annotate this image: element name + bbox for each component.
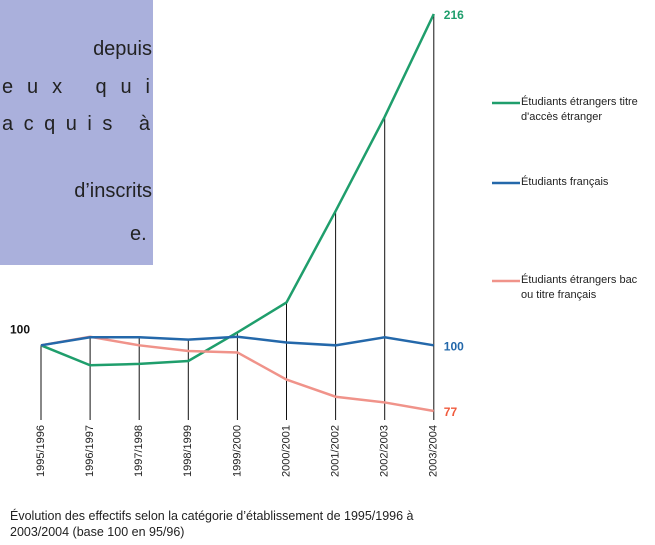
data-label: 216	[444, 8, 464, 22]
x-tick-label: 1996/1997	[84, 425, 96, 477]
x-tick-label: 2002/2003	[379, 425, 391, 477]
overlay-text: depuis	[93, 38, 152, 60]
x-tick-label: 1997/1998	[133, 425, 145, 477]
x-tick-label: 1995/1996	[35, 425, 47, 477]
x-tick-label: 1998/1999	[182, 425, 194, 477]
series-line	[40, 335, 435, 347]
data-label: 100	[10, 322, 30, 336]
overlay-text: e.	[130, 223, 147, 245]
series-line	[40, 335, 435, 413]
legend-label: Étudiants français	[521, 176, 609, 188]
x-tick-label: 1999/2000	[231, 425, 243, 477]
legend-label: Étudiants étrangers titre d'accès étrang…	[521, 96, 638, 123]
legend-label: Étudiants étrangers bac ou titre françai…	[521, 274, 638, 301]
x-tick-label: 2003/2004	[428, 425, 440, 477]
x-tick-label: 2000/2001	[280, 425, 292, 477]
text-box-bg	[0, 0, 153, 265]
x-tick-label: 2001/2002	[330, 425, 342, 477]
data-label: 100	[444, 339, 464, 353]
series-line	[40, 13, 435, 367]
overlay-text: d’inscrits	[74, 180, 152, 202]
caption: Évolution des effectifs selon la catégor…	[10, 509, 414, 539]
data-label: 77	[444, 405, 458, 419]
